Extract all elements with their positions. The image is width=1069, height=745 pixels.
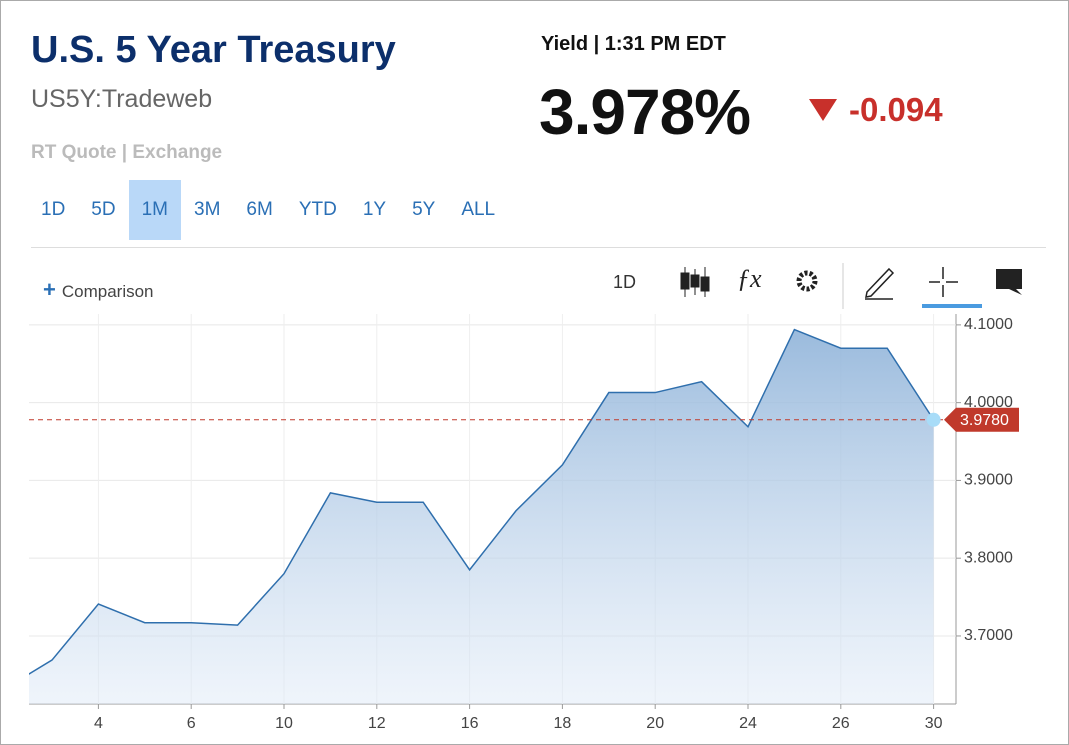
x-tick-label: 30: [925, 715, 943, 732]
range-tab[interactable]: 1M: [128, 180, 181, 240]
range-tab[interactable]: 5D: [91, 199, 116, 220]
y-tick-label: 3.9000: [964, 472, 1013, 489]
symbol: US5Y:Tradeweb: [31, 85, 213, 113]
comparison-button[interactable]: + Comparison: [43, 277, 154, 302]
separator: [31, 247, 1046, 248]
settings-icon[interactable]: [796, 270, 818, 292]
plot: [29, 328, 935, 704]
source: RT Quote | Exchange: [31, 142, 223, 163]
comment-icon[interactable]: [996, 269, 1022, 295]
range-tab[interactable]: 3M: [194, 199, 221, 220]
x-tick-label: 20: [646, 715, 664, 732]
change: -0.094: [849, 91, 943, 128]
x-tick-label: 24: [739, 715, 757, 732]
active-underline: [922, 304, 982, 308]
title: U.S. 5 Year Treasury: [31, 29, 396, 71]
quote-label: Yield | 1:31 PM EDT: [541, 33, 726, 55]
price-tag-label: 3.9780: [960, 412, 1009, 429]
candles-icon[interactable]: [680, 267, 710, 297]
last-point: [926, 412, 941, 427]
range-tab[interactable]: 1D: [41, 199, 66, 220]
range-tab[interactable]: YTD: [298, 199, 337, 220]
line: [29, 328, 935, 675]
price: 3.978%: [539, 76, 751, 148]
y-tick-label: 4.0000: [964, 394, 1013, 411]
price-tag: [944, 407, 1019, 432]
x-tick-label: 10: [275, 715, 293, 732]
x-tick-label: 6: [187, 715, 196, 732]
x-tick-label: 12: [368, 715, 386, 732]
x-tick-label: 18: [554, 715, 572, 732]
down-arrow: [809, 99, 837, 121]
range-tab[interactable]: 6M: [246, 199, 273, 220]
range-tab[interactable]: ALL: [461, 199, 496, 220]
range-tabs: 1D 5D 1M 3M 6M YTD 1Y 5Y ALL: [28, 180, 508, 240]
crosshair-icon[interactable]: [929, 267, 958, 297]
comparison-label: Comparison: [61, 282, 154, 301]
range-tab[interactable]: 5Y: [412, 199, 436, 220]
y-tick-label: 3.7000: [964, 627, 1013, 644]
fx-icon[interactable]: ƒx: [737, 264, 762, 293]
range-tab[interactable]: 1Y: [362, 199, 387, 220]
area: [29, 329, 934, 704]
draw-icon[interactable]: [865, 267, 895, 300]
y-tick-label: 3.8000: [964, 549, 1013, 566]
x-tick-label: 26: [832, 715, 850, 732]
x-tick-label: 4: [94, 715, 103, 732]
x-tick-label: 16: [461, 715, 479, 732]
y-tick-label: 4.1000: [964, 316, 1013, 333]
interval-button[interactable]: 1D: [613, 272, 637, 292]
toolbar-icons: ƒx: [680, 263, 1022, 309]
